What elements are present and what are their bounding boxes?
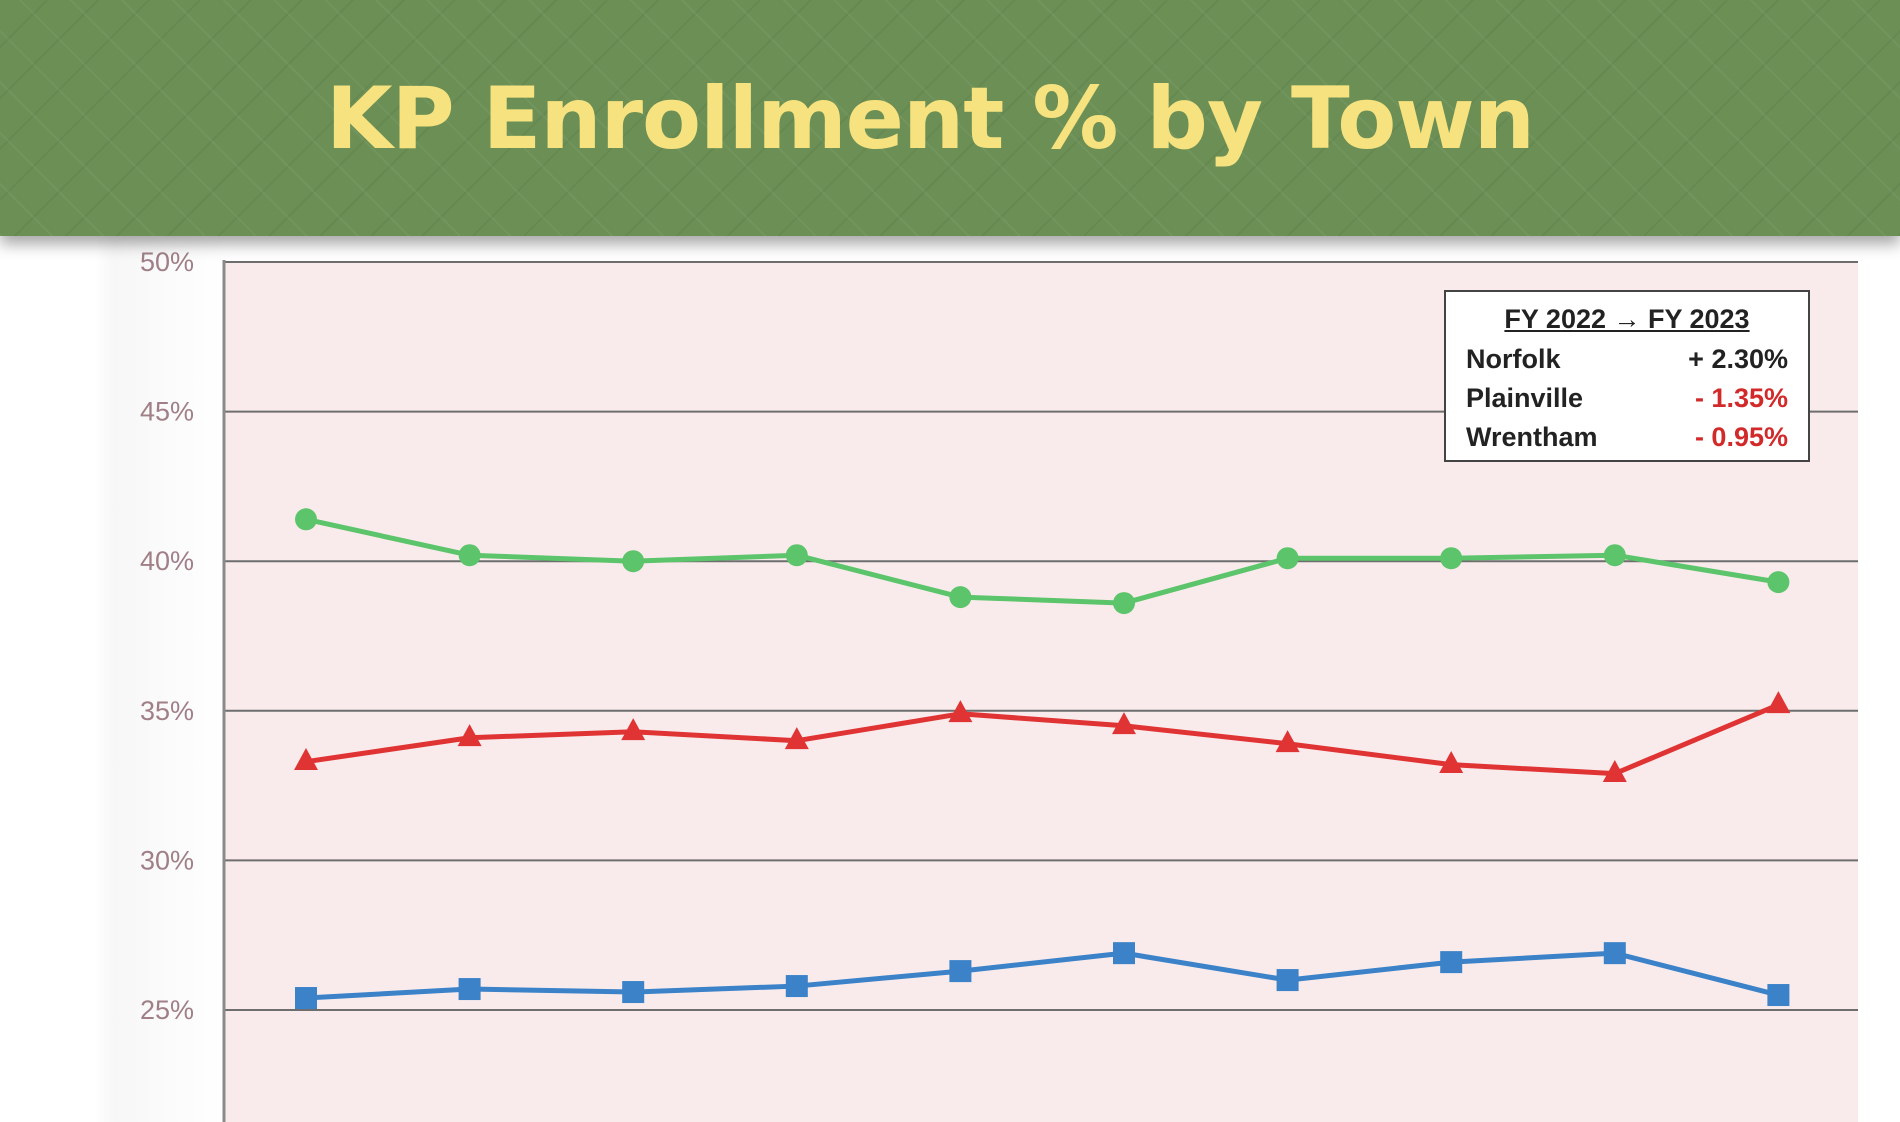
data-point [1276, 547, 1299, 570]
data-point [622, 981, 645, 1004]
data-point [1603, 942, 1626, 965]
change-value: + 2.30% [1688, 344, 1788, 374]
change-row-norfolk: Norfolk + 2.30% [1466, 344, 1788, 382]
data-point [1112, 712, 1136, 735]
town-label: Wrentham [1466, 422, 1598, 452]
data-point [1767, 571, 1790, 594]
data-point [1603, 544, 1626, 567]
title-banner: KP Enrollment % by Town [0, 0, 1900, 236]
y-tick-label: 30% [140, 845, 194, 875]
change-value: - 0.95% [1694, 422, 1788, 452]
y-tick-label: 40% [140, 546, 194, 576]
change-summary-box: FY 2022 → FY 2023 Norfolk + 2.30% Plainv… [1444, 290, 1810, 462]
data-point [457, 724, 482, 747]
data-point [948, 700, 973, 723]
change-value: - 1.35% [1694, 383, 1788, 413]
y-tick-label: 35% [140, 696, 194, 726]
data-point [949, 960, 972, 983]
data-point [1113, 942, 1135, 965]
data-point [949, 586, 972, 609]
data-point [621, 718, 646, 741]
series-line [305, 702, 1780, 777]
data-point [458, 544, 481, 567]
change-row-plainville: Plainville - 1.35% [1466, 383, 1788, 421]
data-point [1113, 592, 1135, 615]
data-point [1276, 969, 1299, 992]
data-point [1440, 951, 1463, 974]
data-point [1439, 751, 1464, 774]
town-label: Plainville [1466, 383, 1584, 413]
data-point [458, 978, 481, 1001]
data-point [785, 544, 808, 567]
data-point [1602, 759, 1627, 782]
data-point [785, 975, 808, 998]
data-point [622, 550, 645, 573]
town-label: Norfolk [1466, 344, 1561, 374]
series-line [305, 950, 1780, 1001]
data-point [1440, 547, 1463, 570]
y-tick-label: 25% [140, 995, 194, 1025]
change-row-wrentham: Wrentham - 0.95% [1466, 422, 1788, 460]
data-point [1767, 984, 1790, 1007]
y-tick-label: 50% [140, 247, 194, 277]
data-point [1766, 691, 1791, 714]
data-point [294, 748, 318, 771]
page-title: KP Enrollment % by Town [326, 69, 1535, 169]
y-tick-label: 45% [140, 397, 194, 427]
data-point [1275, 730, 1300, 753]
change-summary-header: FY 2022 → FY 2023 [1504, 304, 1750, 334]
data-point [295, 508, 317, 531]
series-line [305, 516, 1779, 606]
data-point [784, 727, 809, 750]
data-point [295, 987, 317, 1010]
